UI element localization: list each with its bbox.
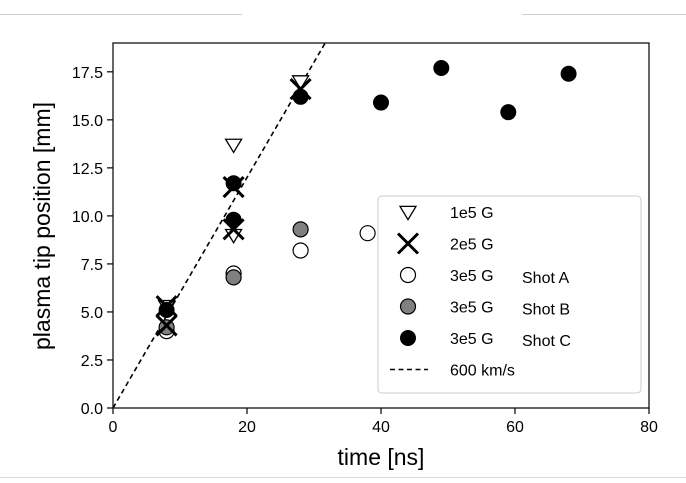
y-tick-label-4: 10.0 (72, 209, 103, 226)
series-3-point-2 (292, 221, 309, 238)
series-4-point-3 (292, 88, 309, 105)
legend-swatch-1-stroke-2 (396, 232, 420, 255)
legend-swatch-1 (396, 232, 420, 255)
x-tick-label-4: 80 (640, 419, 658, 436)
series-1-point-1-stroke-2 (155, 295, 178, 318)
legend: 1e5 G 2e5 G 3e5 G Shot A 3e5 G Shot B 3e5 G Sho… (377, 195, 642, 394)
series-1-point-0 (155, 314, 178, 337)
y-tick-label-3: 7.5 (81, 257, 103, 274)
legend-label-0: 1e5 G (450, 205, 494, 222)
top-right-border (522, 14, 686, 15)
legend-item-1: 2e5 G (396, 232, 494, 255)
series-1-point-1 (155, 295, 178, 318)
plot-area: 0 20 40 60 80 0.0 2.5 5.0 7.5 10.0 12.5 15.0 17.5 (72, 42, 658, 436)
series-3-point-1 (225, 269, 242, 286)
top-left-border (0, 14, 242, 15)
y-tick-label-5: 12.5 (72, 161, 103, 178)
legend-item-4: 3e5 G Shot C (400, 330, 571, 350)
legend-label-1: 2e5 G (450, 237, 494, 254)
series-2-point-2 (292, 242, 309, 259)
series-1-point-2 (222, 218, 245, 241)
x-tick-label-1: 20 (238, 419, 256, 436)
series-1-point-4 (289, 78, 312, 101)
y-tick-label-2: 5.0 (81, 305, 103, 322)
y-tick-label-7: 17.5 (72, 65, 103, 82)
series-0-point-3 (291, 75, 310, 91)
y-tick-label-1: 2.5 (81, 353, 103, 370)
series-1-point-2-stroke-2 (222, 218, 245, 241)
series-2-point-3 (359, 225, 376, 242)
x-tick-label-2: 40 (372, 419, 390, 436)
legend-label-4-shot: Shot C (522, 333, 571, 350)
legend-swatch-0 (398, 205, 418, 221)
legend-label-3-shot: Shot B (522, 302, 570, 319)
series-1-point-3 (222, 176, 245, 199)
y-axis-title: plasma tip position [mm] (29, 102, 55, 350)
series-layer (113, 43, 577, 408)
legend-item-5: 600 km/s (390, 363, 515, 380)
series-4-point-0 (158, 302, 175, 319)
legend-label-2: 3e5 G (450, 268, 494, 285)
series-0-point-2 (224, 138, 243, 154)
series-4-point-6 (500, 104, 517, 121)
y-tick-label-6: 15.0 (72, 113, 103, 130)
series-5 (113, 43, 327, 408)
legend-label-5: 600 km/s (450, 363, 515, 380)
series-1 (155, 78, 312, 337)
legend-swatch-2 (399, 266, 417, 284)
legend-item-3: 3e5 G Shot B (399, 298, 570, 319)
y-tick-label-0: 0.0 (81, 401, 103, 418)
bottom-border (0, 477, 686, 478)
series-1-point-0-stroke-2 (155, 314, 178, 337)
legend-swatch-4 (400, 330, 416, 346)
legend-box (377, 195, 642, 394)
legend-item-2: 3e5 G Shot A (399, 266, 569, 287)
legend-swatch-3 (399, 298, 417, 315)
series-4-point-7 (560, 65, 577, 82)
x-tick-label-0: 0 (109, 419, 118, 436)
x-axis-title: time [ns] (338, 444, 425, 470)
series-4-point-4 (373, 94, 389, 111)
fit-line-600kms (113, 43, 327, 408)
x-tick-label-3: 60 (506, 419, 524, 436)
series-4-point-5 (433, 59, 450, 76)
series-1-point-4-stroke-2 (289, 78, 312, 101)
series-2 (158, 225, 376, 340)
ticks-layer: 0 20 40 60 80 0.0 2.5 5.0 7.5 10.0 12.5 15.0 17.5 (72, 65, 658, 436)
legend-label-2-shot: Shot A (522, 270, 569, 287)
legend-label-3: 3e5 G (450, 300, 494, 317)
legend-label-4: 3e5 G (450, 331, 494, 348)
legend-items: 1e5 G 2e5 G 3e5 G Shot A 3e5 G Shot B 3e5 G Sho… (390, 205, 571, 380)
legend-item-0: 1e5 G (398, 205, 494, 222)
series-1-point-3-stroke-2 (222, 176, 245, 199)
series-4-point-2 (225, 175, 242, 192)
